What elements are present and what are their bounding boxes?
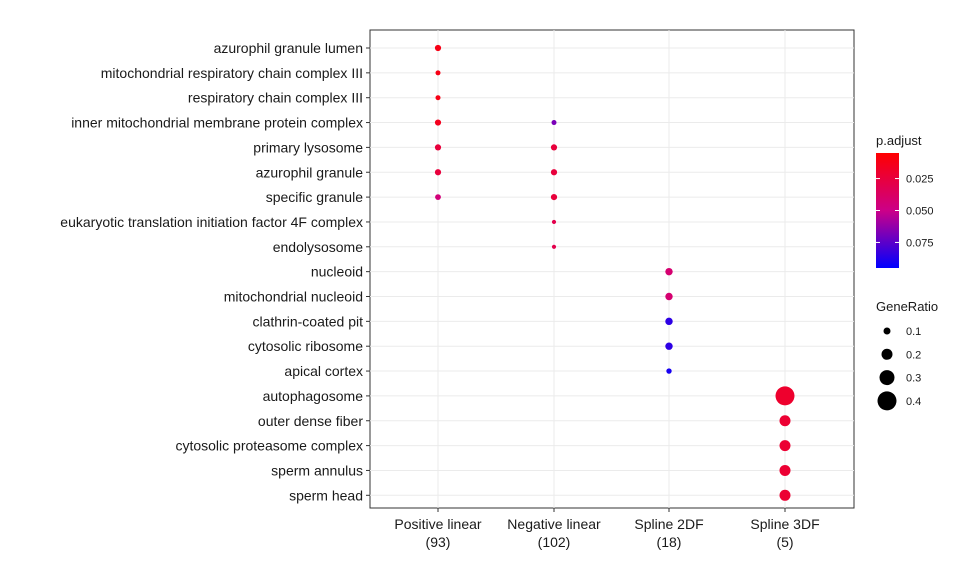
y-tick-label: nucleoid: [311, 264, 363, 280]
data-point: [551, 120, 557, 126]
y-tick-label: clathrin-coated pit: [252, 313, 363, 329]
y-tick-label: autophagosome: [263, 388, 364, 404]
size-legend-point: [883, 327, 891, 335]
y-tick-label: respiratory chain complex III: [188, 90, 363, 106]
y-tick-label: inner mitochondrial membrane protein com…: [71, 115, 363, 131]
x-tick-label: Spline 3DF: [750, 516, 819, 532]
data-point: [779, 464, 791, 476]
data-point: [775, 386, 795, 406]
data-point: [435, 70, 441, 76]
x-tick-count: (102): [538, 534, 571, 550]
y-tick-label: primary lysosome: [253, 139, 363, 155]
size-legend-point: [879, 370, 895, 386]
y-tick-label: cytosolic proteasome complex: [175, 438, 363, 454]
size-legend: GeneRatio 0.1 0.2 0.3 0.4: [876, 299, 938, 411]
data-point: [434, 144, 442, 151]
data-points: [434, 44, 795, 501]
x-tick-count: (18): [657, 534, 682, 550]
y-tick-label: azurophil granule: [256, 164, 364, 180]
y-tick-label: mitochondrial respiratory chain complex …: [101, 65, 363, 81]
plot-panel: [369, 29, 855, 509]
data-point: [665, 317, 673, 326]
y-tick-label: outer dense fiber: [258, 413, 363, 429]
data-point: [435, 194, 441, 201]
data-point: [665, 342, 673, 350]
data-point: [666, 368, 672, 374]
y-tick-label: apical cortex: [284, 363, 363, 379]
size-legend-label: 0.3: [906, 373, 921, 385]
data-point: [551, 219, 557, 225]
y-tick-label: specific granule: [266, 189, 363, 205]
size-legend-point: [881, 348, 893, 360]
x-tick-count: (93): [426, 534, 451, 550]
data-point: [434, 169, 442, 176]
y-axis: azurophil granule lumen mitochondrial res…: [60, 40, 370, 503]
x-tick-count: (5): [776, 534, 793, 550]
size-legend-label: 0.1: [906, 326, 921, 338]
color-legend-bar: [876, 153, 899, 268]
x-tick-label: Spline 2DF: [634, 516, 703, 532]
data-point: [665, 267, 673, 276]
data-point: [551, 244, 557, 249]
y-tick-label: sperm annulus: [271, 462, 363, 478]
data-point: [435, 95, 441, 101]
data-point: [550, 169, 558, 176]
color-legend: p.adjust 0.025 0.050 0.075: [876, 133, 934, 268]
data-point: [779, 489, 791, 501]
color-legend-tick-label: 0.025: [906, 174, 934, 186]
data-point: [434, 119, 442, 126]
x-tick-label: Positive linear: [394, 516, 481, 532]
size-legend-point: [877, 391, 897, 411]
size-legend-label: 0.4: [906, 396, 921, 408]
data-point: [779, 415, 791, 427]
x-axis: Positive linear (93) Negative linear (102) S…: [394, 508, 820, 550]
size-legend-title: GeneRatio: [876, 299, 938, 314]
color-legend-tick-label: 0.075: [906, 237, 934, 249]
y-tick-label: sperm head: [289, 487, 363, 503]
y-tick-label: eukaryotic translation initiation factor…: [60, 214, 363, 230]
y-tick-label: endolysosome: [273, 239, 363, 255]
data-point: [550, 194, 558, 201]
size-legend-label: 0.2: [906, 349, 921, 361]
data-point: [434, 44, 442, 52]
x-tick-label: Negative linear: [507, 516, 601, 532]
y-tick-label: mitochondrial nucleoid: [224, 289, 363, 305]
data-point: [550, 144, 558, 151]
data-point: [665, 292, 673, 301]
size-legend-items: 0.1 0.2 0.3 0.4: [877, 326, 921, 411]
y-tick-label: azurophil granule lumen: [214, 40, 363, 56]
color-legend-title: p.adjust: [876, 133, 922, 148]
color-legend-tick-label: 0.050: [906, 206, 934, 218]
grid-lines: [370, 30, 854, 508]
data-point: [779, 440, 791, 452]
color-legend-ticks: 0.025 0.050 0.075: [876, 174, 934, 249]
y-tick-label: cytosolic ribosome: [248, 338, 363, 354]
